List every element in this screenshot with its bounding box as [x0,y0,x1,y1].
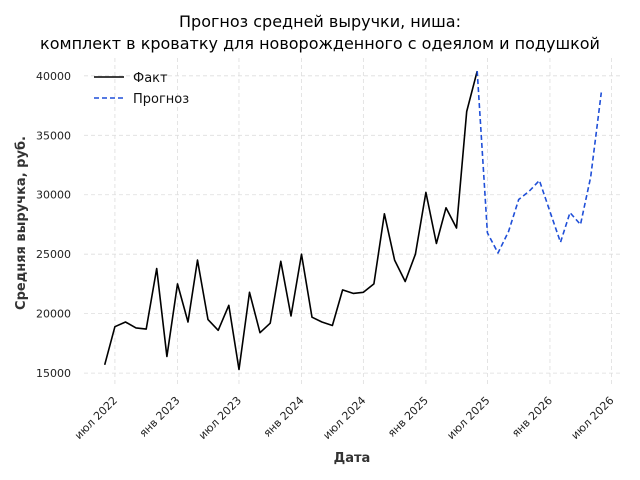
y-axis-ticks: 15000 20000 25000 30000 35000 40000 [36,70,71,380]
x-axis-label: Дата [334,451,371,466]
x-tick-label: янв 2023 [137,394,183,440]
x-tick-label: июл 2025 [444,394,492,442]
x-tick-label: янв 2024 [261,394,307,440]
x-tick-label: июл 2022 [72,394,120,442]
y-tick-label: 35000 [36,129,71,142]
y-tick-label: 30000 [36,189,71,202]
legend-label-fact: Факт [133,71,168,86]
x-tick-label: июл 2024 [320,394,368,442]
y-tick-label: 25000 [36,248,71,261]
x-axis-ticks: июл 2022 янв 2023 июл 2023 янв 2024 июл 2024… [72,394,617,442]
x-tick-label: янв 2026 [509,394,555,440]
series-line-fact [103,70,478,371]
x-tick-label: июл 2023 [196,394,244,442]
legend: Факт Прогноз [94,71,189,107]
y-axis-label: Средняя выручка, руб. [14,136,29,310]
x-tick-label: июл 2026 [569,394,617,442]
chart-title-line-2: комплект в кроватку для новорожденного с… [40,34,600,53]
series-line-forecast [476,71,603,254]
grid [84,58,622,385]
series-lines [103,70,603,371]
chart-title-line-1: Прогноз средней выручки, ниша: [179,12,461,31]
x-tick-label: янв 2025 [385,394,431,440]
y-tick-label: 15000 [36,367,71,380]
y-tick-label: 40000 [36,70,71,83]
y-tick-label: 20000 [36,308,71,321]
legend-label-forecast: Прогноз [133,92,189,107]
